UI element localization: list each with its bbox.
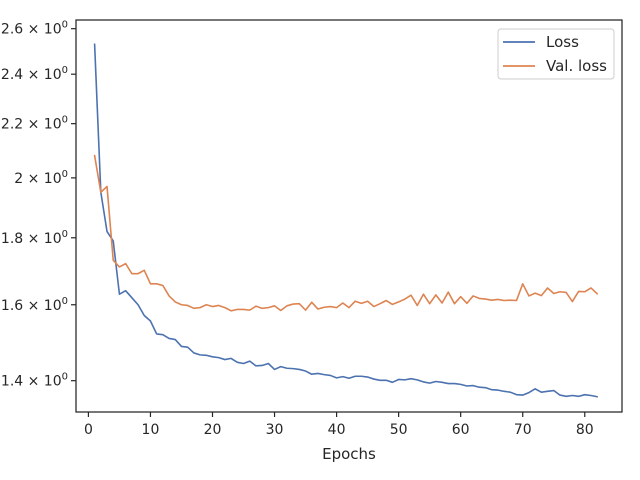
series-line-loss <box>93 43 598 398</box>
y-tick-label: 2.6 × 100 <box>1 20 68 38</box>
y-tick-exponent: 0 <box>62 296 68 307</box>
y-tick-exponent: 0 <box>62 20 68 31</box>
y-tick-mantissa: 2.6 × 10 <box>1 22 62 38</box>
y-tick-mantissa: 2.4 × 10 <box>1 67 62 83</box>
y-tick-label: 1.8 × 100 <box>1 229 68 247</box>
legend-label: Val. loss <box>546 57 607 75</box>
x-tick-label: 0 <box>84 422 93 438</box>
x-axis-label: Epochs <box>322 445 376 463</box>
y-tick-label: 2.2 × 100 <box>1 115 68 133</box>
y-tick-exponent: 0 <box>62 115 68 126</box>
series-lines <box>93 43 598 398</box>
plot-area-frame <box>75 19 623 413</box>
x-tick-label: 80 <box>576 422 594 438</box>
x-tick-label: 50 <box>390 422 408 438</box>
x-tick-label: 70 <box>514 422 532 438</box>
legend: Loss Val. loss <box>497 28 615 80</box>
x-tick-label: 60 <box>452 422 470 438</box>
y-tick-mantissa: 2.2 × 10 <box>1 117 62 133</box>
y-tick-label: 2.4 × 100 <box>1 65 68 83</box>
y-tick-label: 2 × 100 <box>14 169 68 187</box>
y-tick-exponent: 0 <box>62 65 68 76</box>
y-tick-mantissa: 2 × 10 <box>14 171 61 187</box>
y-tick-exponent: 0 <box>62 169 68 180</box>
x-tick-label: 20 <box>204 422 222 438</box>
series-line-val-loss <box>93 154 598 312</box>
x-tick-label: 30 <box>266 422 284 438</box>
y-tick-mantissa: 1.6 × 10 <box>1 298 62 314</box>
y-tick-label: 1.6 × 100 <box>1 296 68 314</box>
x-axis: 0 10 20 30 40 50 60 70 80 <box>84 412 594 438</box>
y-tick-exponent: 0 <box>62 229 68 240</box>
y-tick-label: 1.4 × 100 <box>1 372 68 390</box>
y-tick-mantissa: 1.8 × 10 <box>1 231 62 247</box>
y-tick-exponent: 0 <box>62 372 68 383</box>
x-tick-label: 10 <box>142 422 160 438</box>
legend-label: Loss <box>546 33 579 51</box>
x-tick-label: 40 <box>328 422 346 438</box>
y-tick-mantissa: 1.4 × 10 <box>1 374 62 390</box>
